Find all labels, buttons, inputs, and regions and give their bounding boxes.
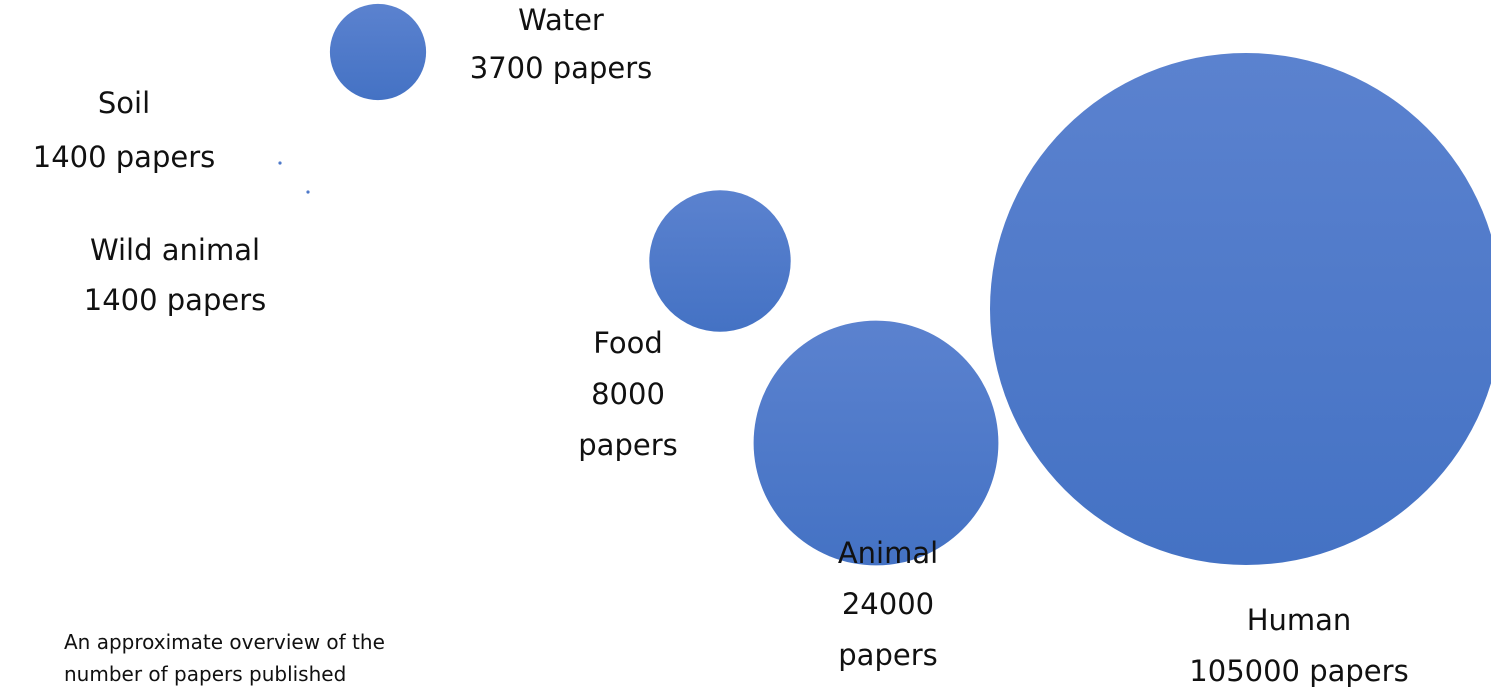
- label-animal-line-2: 24000: [842, 587, 934, 621]
- bubble-human: [990, 53, 1491, 565]
- label-human: Human 105000 papers: [1189, 603, 1408, 688]
- label-water: Water 3700 papers: [470, 3, 652, 85]
- bubble-wild-animal: [306, 190, 310, 194]
- bubbles-group: [278, 3, 1491, 566]
- label-soil-line-2: 1400 papers: [33, 140, 215, 174]
- label-wild-animal: Wild animal 1400 papers: [84, 233, 266, 317]
- label-soil-line-1: Soil: [98, 86, 150, 120]
- label-water-line-1: Water: [518, 3, 604, 37]
- note-line-1: An approximate overview of the: [64, 630, 385, 654]
- bubble-food: [649, 190, 791, 332]
- label-soil: Soil 1400 papers: [33, 86, 215, 174]
- label-human-line-2: 105000 papers: [1189, 654, 1408, 688]
- note-line-2: number of papers published: [64, 662, 347, 686]
- label-food: Food 8000 papers: [578, 326, 677, 462]
- bubble-water: [329, 3, 427, 101]
- label-food-line-1: Food: [593, 326, 663, 360]
- bubble-soil: [278, 161, 282, 165]
- chart-note: An approximate overview of the number of…: [64, 626, 584, 690]
- label-animal-line-3: papers: [838, 638, 937, 672]
- label-animal: Animal 24000 papers: [838, 536, 938, 672]
- bubble-animal: [753, 320, 999, 566]
- label-wild-animal-line-1: Wild animal: [90, 233, 260, 267]
- label-human-line-1: Human: [1247, 603, 1352, 637]
- label-animal-line-1: Animal: [838, 536, 938, 570]
- label-water-line-2: 3700 papers: [470, 51, 652, 85]
- label-food-line-3: papers: [578, 428, 677, 462]
- label-food-line-2: 8000: [591, 377, 665, 411]
- label-wild-animal-line-2: 1400 papers: [84, 283, 266, 317]
